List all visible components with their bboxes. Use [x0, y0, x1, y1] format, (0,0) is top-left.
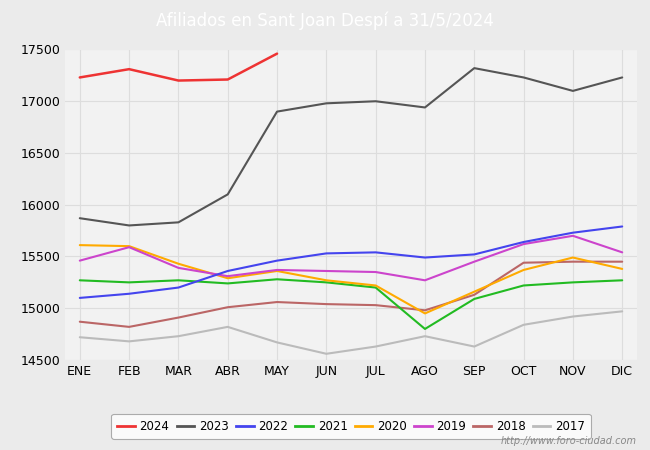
Legend: 2024, 2023, 2022, 2021, 2020, 2019, 2018, 2017: 2024, 2023, 2022, 2021, 2020, 2019, 2018…	[111, 414, 591, 439]
Text: Afiliados en Sant Joan Despí a 31/5/2024: Afiliados en Sant Joan Despí a 31/5/2024	[156, 11, 494, 30]
Text: http://www.foro-ciudad.com: http://www.foro-ciudad.com	[501, 436, 637, 446]
